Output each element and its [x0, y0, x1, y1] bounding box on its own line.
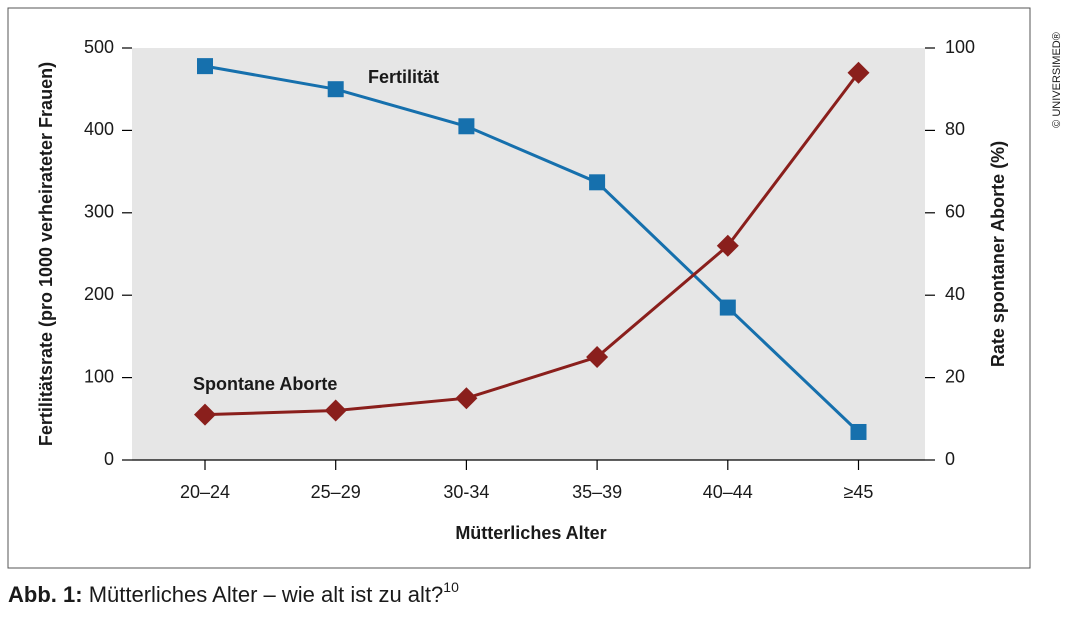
y2-tick-label: 40: [945, 284, 965, 304]
marker: [586, 346, 609, 368]
x-tick-label: 40–44: [703, 482, 753, 502]
marker: [324, 399, 347, 422]
y2-tick-label: 0: [945, 449, 955, 469]
marker: [458, 118, 475, 135]
y-axis-label: Fertilitätsrate (pro 1000 verheirateter …: [36, 62, 56, 446]
marker: [847, 61, 870, 84]
series-label: Spontane Aborte: [193, 374, 337, 394]
x-tick-label: 25–29: [311, 482, 361, 502]
caption-text: Mütterliches Alter – wie alt ist zu alt?: [89, 582, 444, 607]
x-tick-label: ≥45: [844, 482, 874, 502]
marker: [194, 403, 216, 426]
y-tick-label: 200: [84, 284, 114, 304]
y2-tick-label: 80: [945, 119, 965, 139]
y-tick-label: 500: [84, 37, 114, 57]
series-line: [204, 71, 860, 417]
x-axis-label: Mütterliches Alter: [455, 523, 606, 543]
y2-axis-label: Rate spontaner Aborte (%): [988, 141, 1008, 367]
x-tick-label: 35–39: [572, 482, 622, 502]
marker: [327, 81, 344, 98]
y2-tick-label: 60: [945, 202, 965, 222]
marker: [850, 423, 867, 440]
y-tick-label: 100: [84, 366, 114, 386]
marker: [716, 234, 739, 257]
caption-ref: 10: [443, 579, 459, 595]
frame: [7, 7, 1031, 569]
marker: [197, 58, 213, 75]
y-tick-label: 300: [84, 202, 114, 222]
y2-tick-label: 100: [945, 37, 975, 57]
marker: [589, 174, 606, 191]
marker: [719, 299, 736, 316]
y-tick-label: 400: [84, 119, 114, 139]
marker: [455, 387, 478, 410]
caption-label: Abb. 1:: [8, 582, 83, 607]
copyright: © UNIVERSIMED®: [1051, 32, 1063, 128]
caption: Abb. 1: Mütterliches Alter – wie alt ist…: [8, 579, 459, 607]
x-tick-label: 20–24: [180, 482, 230, 502]
plot-area: [132, 48, 925, 460]
y-tick-label: 0: [104, 449, 114, 469]
series-line: [204, 64, 860, 434]
x-tick-label: 30-34: [443, 482, 489, 502]
y2-tick-label: 20: [945, 366, 965, 386]
series-label: Fertilität: [368, 67, 439, 87]
